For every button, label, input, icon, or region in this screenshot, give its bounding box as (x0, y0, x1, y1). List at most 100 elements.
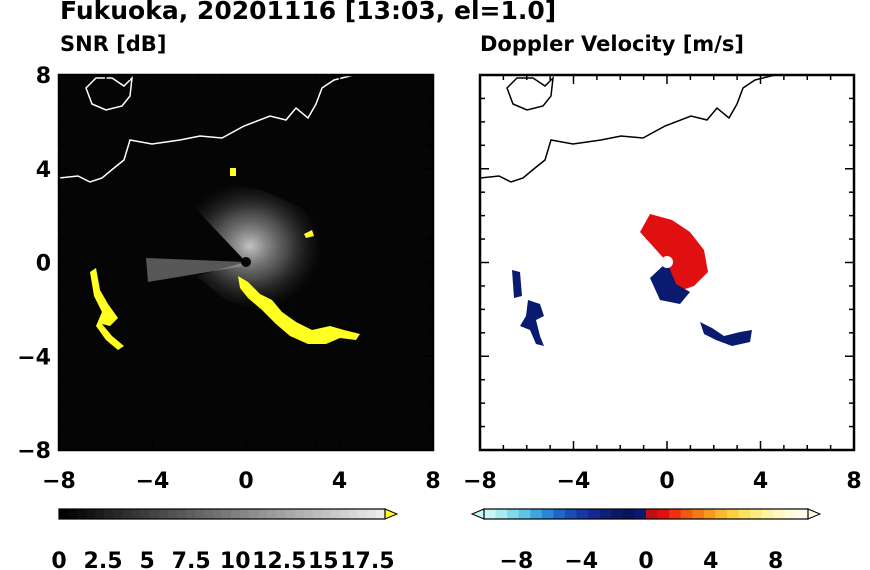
snr-colorbar-swatch (68, 509, 78, 519)
snr-x-tick-label: 4 (332, 469, 347, 494)
snr-axes-ticks: −8 −4 0 4 8 8 4 0 −4 −8 (17, 64, 440, 494)
snr-colorbar-swatch (185, 509, 196, 519)
velocity-colorbar-swatch (507, 509, 520, 519)
snr-colorbar-swatch (249, 509, 259, 519)
snr-colorbar-frame (58, 508, 386, 520)
snr-y-tick-label: −4 (17, 345, 51, 370)
snr-colorbar-swatch (122, 509, 132, 519)
velocity-panel-title: Doppler Velocity [m/s] (480, 32, 744, 56)
velocity-colorbar-swatch (622, 509, 635, 519)
snr-colorbar-tick-label: 0 (51, 549, 66, 570)
velocity-panel: −8 −4 0 4 8 (463, 73, 862, 494)
snr-colorbar-tick-label: 12.5 (252, 549, 306, 570)
snr-strong-echoes (90, 168, 360, 350)
snr-clutter-west-spoke (146, 258, 246, 282)
snr-colorbar-swatch (167, 509, 178, 519)
velocity-x-tick-label: 0 (659, 469, 674, 494)
snr-colorbar-swatch (375, 509, 386, 519)
snr-colorbar-swatch (339, 509, 350, 519)
velocity-colorbar-tick-label: 4 (703, 549, 718, 570)
velocity-colorbar-swatch (773, 509, 786, 519)
velocity-colorbar-frame (483, 508, 809, 520)
velocity-colorbar-swatch (669, 509, 682, 519)
snr-colorbar-swatch (212, 509, 223, 519)
snr-colorbar-swatch (321, 509, 332, 519)
velocity-colorbar-swatch (750, 509, 763, 519)
snr-colorbar-tick-label: 10 (220, 549, 251, 570)
velocity-coastline (480, 75, 776, 183)
snr-echo-west-band (90, 268, 124, 350)
snr-colorbar-swatch (267, 509, 277, 519)
velocity-colorbar-extension-high (807, 508, 822, 520)
velocity-colorbar-swatch (541, 509, 554, 519)
snr-y-tick-label: 8 (36, 64, 51, 89)
velocity-colorbar-swatch (680, 509, 693, 519)
velocity-colorbar-swatch (727, 509, 740, 519)
snr-y-tick-label: −8 (17, 439, 51, 464)
figure-title: Fukuoka, 20201116 [13:03, el=1.0] (60, 0, 557, 25)
velocity-colorbar-swatch (588, 509, 601, 519)
snr-colorbar-swatch (357, 509, 368, 519)
velocity-colorbar-swatch (495, 509, 508, 519)
snr-echo-speck-east (304, 230, 314, 238)
velocity-colorbar-swatch (565, 509, 578, 519)
velocity-colorbar-swatch (599, 509, 612, 519)
radar-site-marker (241, 257, 251, 267)
snr-colorbar-tick-label: 15 (308, 549, 339, 570)
snr-colorbar-swatch (113, 509, 123, 519)
velocity-colorbar-swatch (761, 509, 774, 519)
velocity-colorbar-swatch (646, 509, 659, 519)
velocity-colorbar-swatch (518, 509, 531, 519)
snr-colorbar-swatch (95, 509, 105, 519)
snr-colorbar-tick-label: 17.5 (340, 549, 394, 570)
velocity-colorbar-swatch (530, 509, 543, 519)
velocity-colorbar: −8 −4 0 4 8 (470, 508, 822, 570)
velocity-x-tick-label: −8 (463, 469, 497, 494)
snr-y-tick-label: 4 (36, 158, 51, 183)
velocity-coastline-main (480, 75, 776, 183)
velocity-coastline-north (506, 75, 554, 111)
snr-x-tick-label: 8 (425, 469, 440, 494)
snr-colorbar-swatch (194, 509, 205, 519)
velocity-radar-site (661, 256, 673, 268)
velocity-colorbar-swatch (634, 509, 647, 519)
snr-x-tick-label: 0 (238, 469, 253, 494)
snr-x-tick-label: −4 (136, 469, 170, 494)
snr-colorbar-swatch (303, 509, 314, 519)
velocity-colorbar-swatch (611, 509, 624, 519)
snr-colorbar-swatch (104, 509, 114, 519)
snr-colorbar-tick-label: 2.5 (84, 549, 123, 570)
snr-colorbar-swatch (258, 509, 268, 519)
snr-colorbar-swatch (366, 509, 377, 519)
velocity-west-band (512, 270, 522, 298)
snr-panel: −8 −4 0 4 8 8 4 0 −4 −8 (17, 64, 440, 494)
snr-echo-southeast-band (238, 276, 360, 344)
snr-colorbar-swatch (294, 509, 304, 519)
snr-colorbar-swatch (59, 509, 69, 519)
snr-y-tick-label: 0 (36, 252, 51, 277)
snr-colorbar-swatch (330, 509, 341, 519)
velocity-colorbar-swatch (784, 509, 797, 519)
velocity-colorbar-swatch (692, 509, 705, 519)
snr-colorbar-extension (384, 508, 399, 520)
velocity-colorbar-tick-label: 0 (638, 549, 653, 570)
velocity-colorbar-swatch (715, 509, 728, 519)
velocity-colorbar-swatch (796, 509, 809, 519)
snr-colorbar: 0 2.5 5 7.5 10 12.5 15 17.5 (51, 508, 399, 570)
velocity-colorbar-tick-label: −8 (500, 549, 534, 570)
snr-colorbar-tick-label: 5 (139, 549, 154, 570)
snr-echo-speck-north (230, 168, 236, 176)
snr-coastline-main (59, 75, 355, 183)
velocity-x-tick-label: 8 (846, 469, 861, 494)
velocity-colorbar-tick-label: 8 (768, 549, 783, 570)
velocity-colorbar-extension-low (470, 508, 485, 520)
snr-colorbar-swatch (77, 509, 87, 519)
snr-colorbar-swatch (176, 509, 187, 519)
snr-colorbar-swatch (312, 509, 323, 519)
snr-colorbar-swatch (86, 509, 96, 519)
snr-colorbar-swatch (240, 509, 250, 519)
snr-coastline-north (85, 75, 133, 111)
velocity-colorbar-swatch (484, 509, 497, 519)
snr-colorbar-swatch (348, 509, 359, 519)
